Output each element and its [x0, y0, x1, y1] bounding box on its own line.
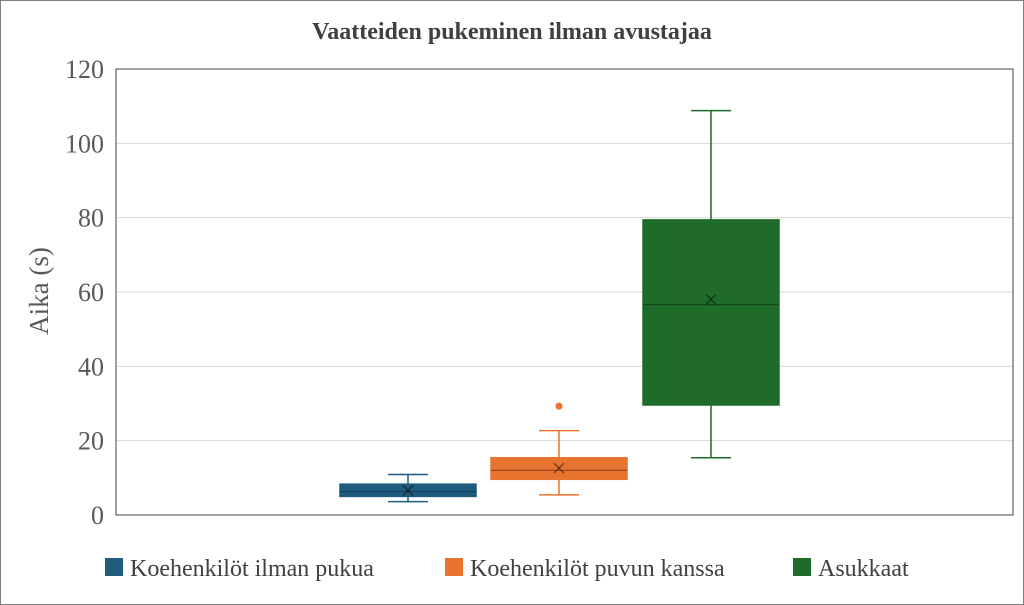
y-tick-label: 20	[78, 427, 104, 456]
outlier-point	[555, 402, 563, 410]
box-group	[339, 473, 477, 503]
box-body	[490, 457, 628, 481]
mean-marker	[402, 484, 414, 496]
legend: Koehenkilöt ilman pukua Koehenkilöt puvun…	[105, 556, 909, 582]
box-group	[642, 109, 780, 459]
y-axis-ticks: 0 20 40 60 80 100 120	[65, 55, 104, 530]
y-tick-label: 100	[65, 129, 104, 158]
legend-label: Koehenkilöt ilman pukua	[130, 556, 374, 582]
y-tick-label: 60	[78, 278, 104, 307]
gridlines	[116, 142, 1013, 442]
mean-marker	[705, 293, 717, 305]
y-tick-label: 40	[78, 352, 104, 381]
mean-marker	[553, 462, 565, 474]
y-tick-label: 80	[78, 204, 104, 233]
y-tick-label: 0	[91, 501, 104, 530]
y-axis-label: Aika (s)	[24, 247, 54, 335]
legend-label: Koehenkilöt puvun kanssa	[470, 556, 725, 582]
boxes	[339, 109, 780, 503]
y-tick-label: 120	[65, 55, 104, 84]
box-body	[339, 483, 477, 498]
legend-label: Asukkaat	[818, 556, 909, 582]
mean-marker	[402, 484, 414, 496]
legend-swatch	[105, 558, 123, 576]
plot-area	[115, 68, 1014, 516]
mean-marker	[553, 462, 565, 474]
mean-marker	[705, 293, 717, 305]
legend-swatch	[793, 558, 811, 576]
chart-title: Vaatteiden pukeminen ilman avustajaa	[312, 19, 712, 45]
box-body	[642, 219, 780, 406]
box-group	[490, 402, 628, 496]
legend-swatch	[445, 558, 463, 576]
